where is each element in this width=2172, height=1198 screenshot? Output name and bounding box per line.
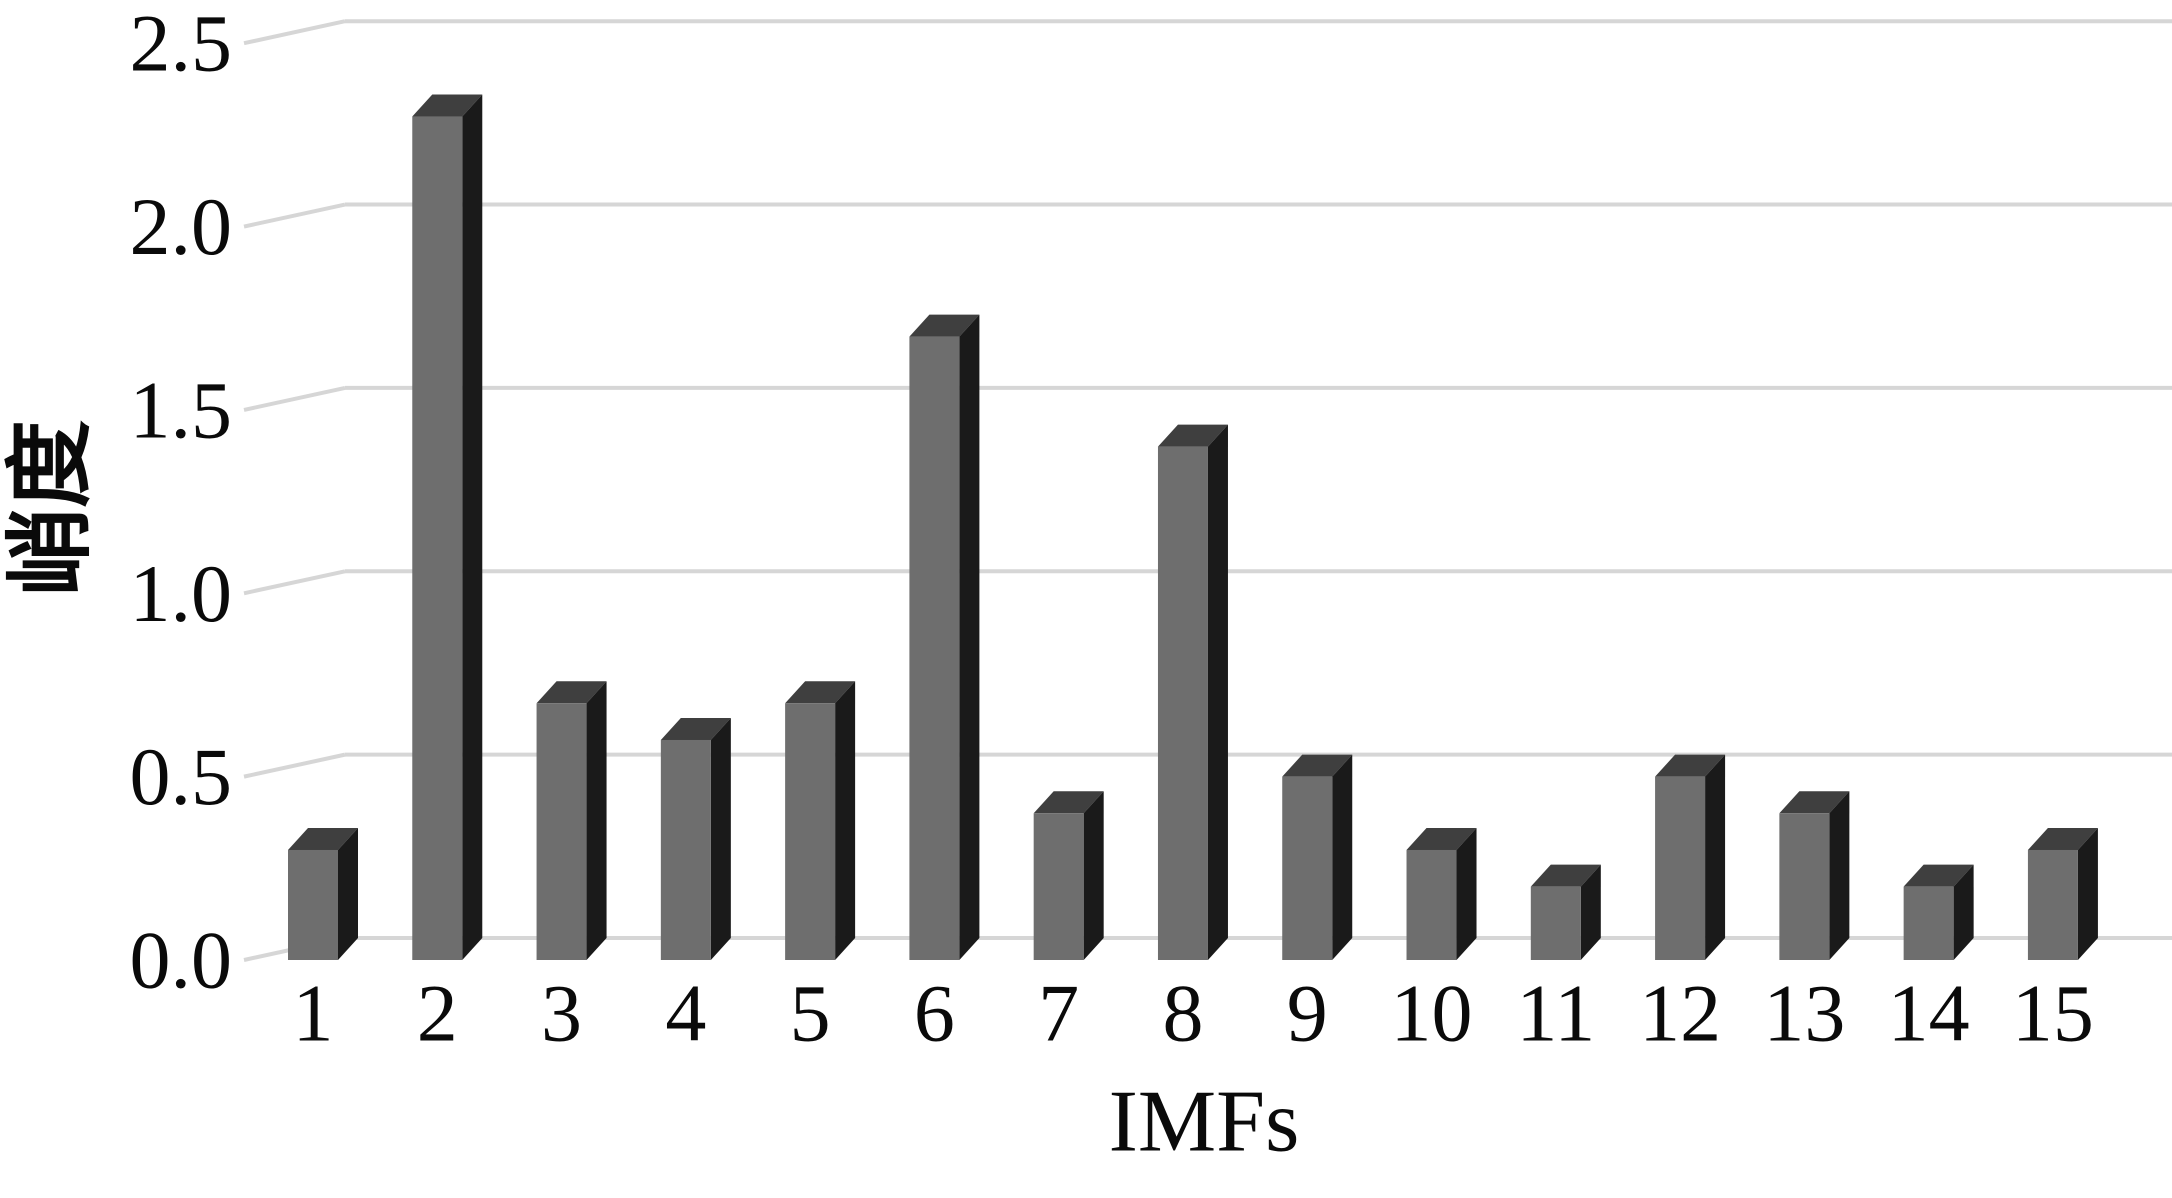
bar bbox=[1903, 864, 1974, 960]
bar bbox=[412, 94, 483, 960]
x-tick-label: 6 bbox=[914, 968, 955, 1059]
bar-side-face bbox=[1332, 754, 1353, 960]
bar-front-face bbox=[1655, 776, 1706, 960]
bar-front-face bbox=[1779, 813, 1830, 960]
bar-top-face bbox=[2027, 827, 2098, 850]
y-tick-label: 2.5 bbox=[130, 0, 233, 89]
bars-layer bbox=[288, 94, 2098, 960]
bar-front-face bbox=[660, 739, 711, 960]
bar-side-face bbox=[2077, 827, 2098, 960]
bar-top-face bbox=[909, 314, 980, 337]
bar-top-face bbox=[1406, 827, 1477, 850]
bar-side-face bbox=[1829, 791, 1850, 960]
bar-top-face bbox=[412, 94, 483, 117]
bar-side-face bbox=[1207, 424, 1228, 960]
x-tick-label: 9 bbox=[1287, 968, 1328, 1059]
bar-front-face bbox=[1903, 886, 1954, 960]
x-tick-label: 13 bbox=[1763, 968, 1845, 1059]
x-tick-label: 4 bbox=[665, 968, 706, 1059]
bar-front-face bbox=[412, 116, 463, 960]
x-tick-label: 15 bbox=[2012, 968, 2094, 1059]
bar-top-face bbox=[1903, 864, 1974, 887]
x-axis-title: IMFs bbox=[1109, 1074, 1300, 1171]
bar bbox=[1655, 754, 1726, 960]
bar-front-face bbox=[1033, 813, 1084, 960]
bar-front-face bbox=[909, 336, 960, 960]
gridline-connector bbox=[243, 202, 346, 229]
bar-top-face bbox=[1033, 791, 1104, 814]
x-tick-label: 12 bbox=[1639, 968, 1721, 1059]
x-tick-label: 3 bbox=[541, 968, 582, 1059]
gridline-connector bbox=[243, 19, 346, 46]
ytick-labels-layer: 0.0 0.5 1.0 1.5 2.0 2.5 bbox=[130, 0, 233, 1006]
bar-top-face bbox=[536, 681, 607, 704]
bar bbox=[1779, 791, 1850, 960]
bar-side-face bbox=[835, 681, 856, 960]
bar-front-face bbox=[1406, 849, 1457, 960]
x-tick-label: 8 bbox=[1162, 968, 1203, 1059]
bar-front-face bbox=[1530, 886, 1581, 960]
y-tick-label: 1.0 bbox=[130, 548, 233, 639]
gridline-connector bbox=[243, 569, 346, 596]
bar-side-face bbox=[959, 314, 980, 960]
bar-side-face bbox=[710, 717, 731, 960]
y-tick-label: 1.5 bbox=[130, 364, 233, 455]
bar bbox=[1033, 791, 1104, 960]
bar-top-face bbox=[660, 717, 731, 740]
gridline-connector bbox=[243, 385, 346, 412]
bar-side-face bbox=[1083, 791, 1104, 960]
x-tick-label: 7 bbox=[1038, 968, 1079, 1059]
bar-side-face bbox=[1456, 827, 1477, 960]
gridlines-layer bbox=[243, 19, 2172, 962]
bar-front-face bbox=[785, 703, 836, 960]
bar-front-face bbox=[1282, 776, 1333, 960]
bar-top-face bbox=[785, 681, 856, 704]
bar-side-face bbox=[1953, 864, 1974, 960]
x-tick-label: 11 bbox=[1516, 968, 1595, 1059]
bar-top-face bbox=[1655, 754, 1726, 777]
bar-front-face bbox=[288, 849, 338, 960]
bar bbox=[288, 827, 358, 960]
x-tick-label: 5 bbox=[790, 968, 831, 1059]
bar bbox=[536, 681, 607, 960]
bar-side-face bbox=[462, 94, 483, 960]
bar bbox=[2027, 827, 2098, 960]
bar-front-face bbox=[536, 703, 587, 960]
bar-top-face bbox=[1779, 791, 1850, 814]
bar-top-face bbox=[1282, 754, 1353, 777]
bar-side-face bbox=[586, 681, 607, 960]
x-tick-label: 1 bbox=[293, 968, 334, 1059]
bar bbox=[1406, 827, 1477, 960]
bar bbox=[1282, 754, 1353, 960]
bar bbox=[909, 314, 980, 960]
x-tick-label: 2 bbox=[417, 968, 458, 1059]
y-tick-label: 2.0 bbox=[130, 181, 233, 272]
bar-top-face bbox=[1157, 424, 1228, 447]
bar-side-face bbox=[338, 827, 358, 960]
xtick-labels-layer: 1 2 3 4 5 6 7 8 9 10 11 12 13 14 15 bbox=[293, 968, 2094, 1059]
bar bbox=[660, 717, 731, 960]
gridline-connector bbox=[243, 752, 346, 779]
bar-top-face bbox=[288, 827, 358, 850]
bar bbox=[785, 681, 856, 960]
bar bbox=[1530, 864, 1601, 960]
bar-front-face bbox=[1157, 446, 1208, 960]
x-tick-label: 10 bbox=[1391, 968, 1473, 1059]
y-tick-label: 0.5 bbox=[130, 731, 233, 822]
x-tick-label: 14 bbox=[1888, 968, 1970, 1059]
bar-front-face bbox=[2027, 849, 2078, 960]
y-tick-label: 0.0 bbox=[130, 915, 233, 1006]
bar-side-face bbox=[1705, 754, 1726, 960]
bar-top-face bbox=[1530, 864, 1601, 887]
bar bbox=[1157, 424, 1228, 960]
bar-side-face bbox=[1580, 864, 1601, 960]
y-axis-title: 峭度 bbox=[4, 420, 101, 596]
